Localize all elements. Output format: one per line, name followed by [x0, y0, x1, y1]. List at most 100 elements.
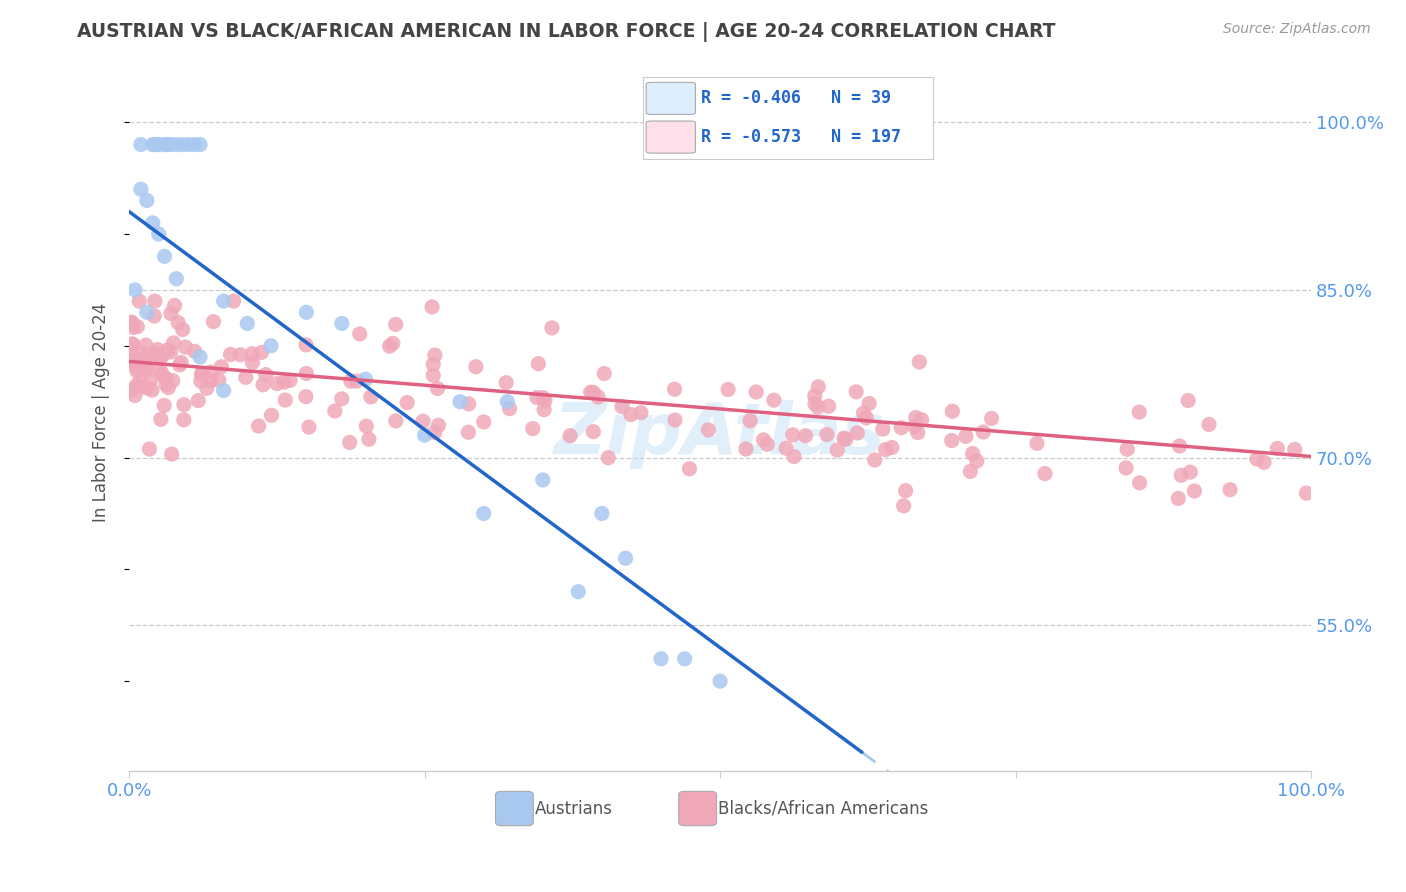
Point	[1168, 439, 1191, 453]
Text: AUSTRIAN VS BLACK/AFRICAN AMERICAN IN LABOR FORCE | AGE 20-24 CORRELATION CHART: AUSTRIAN VS BLACK/AFRICAN AMERICAN IN LA…	[77, 22, 1056, 42]
Point	[236, 317, 259, 331]
Point	[295, 390, 318, 404]
Point	[591, 507, 613, 521]
Point	[1198, 417, 1220, 432]
Point	[893, 499, 915, 513]
Point	[752, 433, 775, 447]
Point	[273, 375, 295, 389]
Point	[127, 364, 149, 378]
Point	[582, 385, 605, 400]
Point	[426, 382, 449, 396]
Point	[169, 358, 191, 372]
Point	[134, 351, 156, 366]
Point	[966, 454, 988, 468]
Point	[148, 137, 170, 152]
Point	[157, 381, 180, 395]
Point	[396, 395, 419, 409]
Text: Source: ZipAtlas.com: Source: ZipAtlas.com	[1223, 22, 1371, 37]
Point	[162, 335, 184, 350]
Point	[472, 415, 495, 429]
Point	[266, 376, 288, 391]
Text: Blacks/African Americans: Blacks/African Americans	[717, 799, 928, 817]
Point	[167, 316, 190, 330]
Point	[156, 343, 179, 357]
FancyBboxPatch shape	[679, 791, 717, 826]
Point	[141, 383, 163, 397]
Point	[129, 137, 152, 152]
Point	[1116, 442, 1139, 457]
Point	[846, 425, 869, 440]
Point	[907, 425, 929, 440]
Point	[165, 271, 187, 285]
Point	[298, 420, 321, 434]
Point	[149, 412, 172, 426]
Point	[664, 413, 686, 427]
Point	[1033, 467, 1056, 481]
Point	[457, 397, 479, 411]
Point	[412, 414, 434, 428]
Point	[872, 422, 894, 436]
Point	[190, 374, 212, 388]
Point	[209, 359, 232, 374]
Point	[962, 447, 984, 461]
Point	[678, 462, 700, 476]
Point	[188, 350, 211, 364]
Point	[127, 319, 149, 334]
Point	[135, 381, 157, 395]
Point	[533, 402, 555, 417]
Point	[153, 249, 176, 263]
Point	[413, 428, 436, 442]
Point	[855, 410, 877, 425]
Point	[135, 194, 157, 208]
Point	[709, 674, 731, 689]
Point	[242, 355, 264, 369]
Point	[139, 351, 162, 366]
Point	[120, 383, 142, 397]
Point	[295, 305, 318, 319]
Point	[1219, 483, 1241, 497]
Point	[155, 371, 177, 385]
Point	[449, 394, 471, 409]
Point	[177, 137, 200, 152]
Y-axis label: In Labor Force | Age 20-24: In Labor Force | Age 20-24	[93, 303, 110, 523]
Point	[129, 374, 152, 388]
Point	[349, 326, 371, 341]
Point	[890, 420, 912, 434]
Point	[360, 390, 382, 404]
Point	[756, 437, 779, 451]
Point	[875, 442, 897, 457]
Point	[697, 423, 720, 437]
Point	[378, 339, 401, 353]
Point	[495, 376, 517, 390]
Point	[614, 551, 637, 566]
Point	[1170, 468, 1192, 483]
Point	[150, 367, 173, 381]
Point	[980, 411, 1002, 425]
Point	[191, 367, 214, 381]
Point	[558, 428, 581, 442]
Point	[159, 137, 181, 152]
Point	[165, 137, 187, 152]
Point	[863, 453, 886, 467]
Point	[260, 409, 283, 423]
Point	[132, 379, 155, 393]
Point	[330, 317, 353, 331]
Point	[794, 428, 817, 442]
Point	[149, 362, 172, 376]
Text: ZipAtlas: ZipAtlas	[554, 400, 886, 469]
Point	[122, 337, 145, 351]
Point	[1246, 452, 1268, 467]
Point	[200, 365, 222, 379]
Point	[498, 401, 520, 416]
Point	[247, 419, 270, 434]
Point	[156, 137, 179, 152]
Point	[1128, 405, 1150, 419]
Point	[208, 373, 231, 387]
Point	[173, 413, 195, 427]
Point	[222, 294, 245, 309]
Point	[295, 338, 318, 352]
Point	[187, 393, 209, 408]
Point	[1284, 442, 1306, 457]
Point	[1253, 455, 1275, 469]
Point	[908, 355, 931, 369]
